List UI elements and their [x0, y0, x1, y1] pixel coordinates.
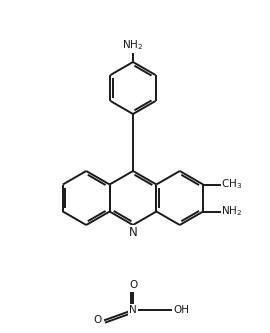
Text: O: O [129, 280, 137, 290]
Text: CH$_3$: CH$_3$ [221, 177, 242, 191]
Text: NH$_2$: NH$_2$ [122, 38, 144, 52]
Text: OH: OH [173, 305, 189, 315]
Text: O: O [94, 315, 102, 325]
Text: N: N [129, 305, 137, 315]
Text: NH$_2$: NH$_2$ [221, 204, 242, 218]
Text: N: N [129, 226, 137, 239]
